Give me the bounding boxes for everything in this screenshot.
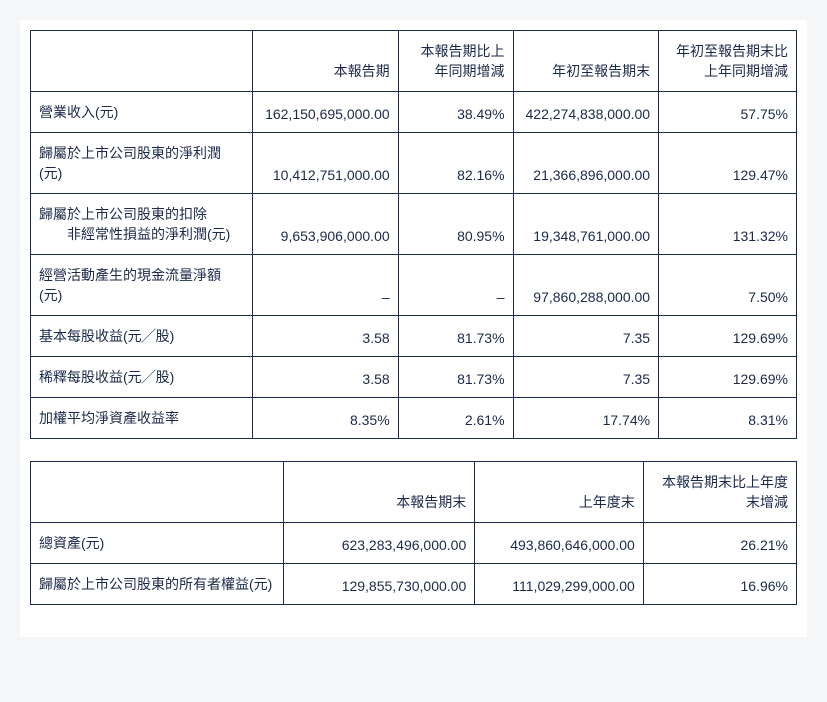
header-period: 本報告期 (253, 31, 399, 92)
cell-value: 3.58 (253, 316, 399, 357)
cell-value: 10,412,751,000.00 (253, 133, 399, 194)
cell-value: 2.61% (398, 398, 513, 439)
cell-value: 7.35 (513, 357, 659, 398)
table-row: 稀釋每股收益(元╱股)3.5881.73%7.35129.69% (31, 357, 797, 398)
cell-value: 422,274,838,000.00 (513, 92, 659, 133)
table-row: 歸屬於上市公司股東的扣除非經常性損益的淨利潤(元)9,653,906,000.0… (31, 194, 797, 255)
cell-value: 8.31% (659, 398, 797, 439)
table-row: 總資產(元)623,283,496,000.00493,860,646,000.… (31, 523, 797, 564)
header-period-change: 本報告期比上年同期增減 (398, 31, 513, 92)
cell-value: 493,860,646,000.00 (475, 523, 644, 564)
row-label: 總資產(元) (31, 523, 284, 564)
row-label: 基本每股收益(元╱股) (31, 316, 253, 357)
cell-value: 26.21% (643, 523, 796, 564)
row-label: 稀釋每股收益(元╱股) (31, 357, 253, 398)
cell-value: 162,150,695,000.00 (253, 92, 399, 133)
financial-table-2: 本報告期末 上年度末 本報告期末比上年度末增減 總資產(元)623,283,49… (30, 461, 797, 605)
table-row: 經營活動產生的現金流量淨額(元)––97,860,288,000.007.50% (31, 255, 797, 316)
table-row: 基本每股收益(元╱股)3.5881.73%7.35129.69% (31, 316, 797, 357)
cell-value: 81.73% (398, 357, 513, 398)
cell-value: 8.35% (253, 398, 399, 439)
cell-value: 19,348,761,000.00 (513, 194, 659, 255)
header-ytd-change: 年初至報告期末比上年同期增減 (659, 31, 797, 92)
row-label: 歸屬於上市公司股東的所有者權益(元) (31, 564, 284, 605)
cell-value: 3.58 (253, 357, 399, 398)
row-label: 歸屬於上市公司股東的淨利潤(元) (31, 133, 253, 194)
cell-value: 129.69% (659, 357, 797, 398)
cell-value: 21,366,896,000.00 (513, 133, 659, 194)
cell-value: 80.95% (398, 194, 513, 255)
cell-value: 129.69% (659, 316, 797, 357)
cell-value: 7.50% (659, 255, 797, 316)
cell-value: – (398, 255, 513, 316)
financial-table-1: 本報告期 本報告期比上年同期增減 年初至報告期末 年初至報告期末比上年同期增減 … (30, 30, 797, 439)
cell-value: 9,653,906,000.00 (253, 194, 399, 255)
header-period-end: 本報告期末 (283, 462, 475, 523)
cell-value: 7.35 (513, 316, 659, 357)
cell-value: 57.75% (659, 92, 797, 133)
cell-value: 16.96% (643, 564, 796, 605)
header-blank (31, 462, 284, 523)
header-end-change: 本報告期末比上年度末增減 (643, 462, 796, 523)
cell-value: 111,029,299,000.00 (475, 564, 644, 605)
cell-value: 81.73% (398, 316, 513, 357)
header-ytd: 年初至報告期末 (513, 31, 659, 92)
cell-value: – (253, 255, 399, 316)
cell-value: 97,860,288,000.00 (513, 255, 659, 316)
row-label: 加權平均淨資產收益率 (31, 398, 253, 439)
cell-value: 129.47% (659, 133, 797, 194)
cell-value: 131.32% (659, 194, 797, 255)
cell-value: 17.74% (513, 398, 659, 439)
row-label: 經營活動產生的現金流量淨額(元) (31, 255, 253, 316)
cell-value: 623,283,496,000.00 (283, 523, 475, 564)
header-blank (31, 31, 253, 92)
table-row: 加權平均淨資產收益率8.35%2.61%17.74%8.31% (31, 398, 797, 439)
cell-value: 38.49% (398, 92, 513, 133)
cell-value: 129,855,730,000.00 (283, 564, 475, 605)
table-row: 歸屬於上市公司股東的所有者權益(元)129,855,730,000.00111,… (31, 564, 797, 605)
row-label: 營業收入(元) (31, 92, 253, 133)
table-row: 營業收入(元)162,150,695,000.0038.49%422,274,8… (31, 92, 797, 133)
row-label: 歸屬於上市公司股東的扣除非經常性損益的淨利潤(元) (31, 194, 253, 255)
cell-value: 82.16% (398, 133, 513, 194)
table-header-row: 本報告期末 上年度末 本報告期末比上年度末增減 (31, 462, 797, 523)
header-prev-year-end: 上年度末 (475, 462, 644, 523)
table-header-row: 本報告期 本報告期比上年同期增減 年初至報告期末 年初至報告期末比上年同期增減 (31, 31, 797, 92)
table-row: 歸屬於上市公司股東的淨利潤(元)10,412,751,000.0082.16%2… (31, 133, 797, 194)
page-container: 本報告期 本報告期比上年同期增減 年初至報告期末 年初至報告期末比上年同期增減 … (20, 20, 807, 637)
